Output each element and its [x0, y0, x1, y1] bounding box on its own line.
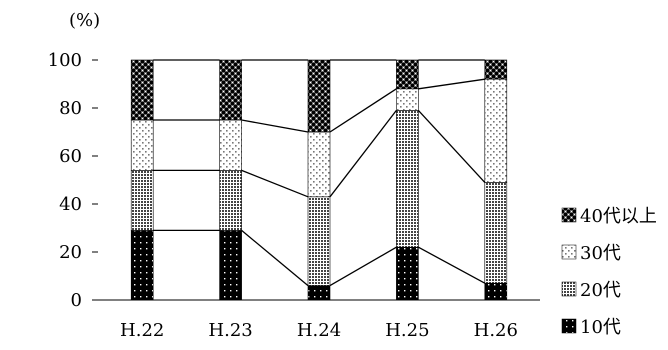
bar-segment-40代以上 [219, 59, 242, 121]
bar-segment-40代以上 [307, 59, 331, 133]
bar-stack-H.25 [396, 59, 419, 301]
bar-segment-10代 [130, 230, 154, 301]
connector-line [241, 119, 309, 133]
y-tick-label: 0 [71, 290, 82, 311]
legend-label: 40代以上 [580, 206, 657, 227]
legend-swatch [561, 281, 577, 297]
connector-line [329, 246, 397, 287]
legend-swatch [561, 207, 577, 223]
y-tick-label: 100 [48, 50, 82, 71]
bar-segment-10代 [219, 230, 242, 301]
y-unit-label: (%) [69, 10, 100, 31]
y-tick-label: 80 [59, 98, 82, 119]
bar-segment-20代 [130, 170, 154, 231]
bar-segment-20代 [307, 196, 331, 286]
x-tick-label: H.23 [208, 320, 252, 341]
bar-segment-20代 [219, 170, 242, 231]
bar-stack-H.24 [307, 59, 331, 301]
x-axis-tick-labels: H.22 H.23 H.24 H.25 H.26 [120, 320, 518, 341]
bar-segment-30代 [484, 78, 508, 183]
bar-segment-30代 [130, 119, 154, 171]
legend-swatch [561, 244, 577, 260]
bar-segment-30代 [396, 88, 419, 111]
series-connector-lines [153, 59, 486, 287]
connector-line [241, 169, 309, 198]
legend-label: 20代 [580, 280, 621, 301]
bar-stack-H.23 [219, 59, 242, 301]
x-tick-label: H.24 [297, 320, 341, 341]
bar-segment-20代 [396, 110, 419, 248]
bar-segment-20代 [484, 182, 508, 284]
connector-line [417, 109, 486, 183]
bar-segment-10代 [484, 282, 508, 301]
x-tick-label: H.22 [120, 320, 164, 341]
connector-line [241, 229, 309, 287]
legend-label: 30代 [580, 243, 621, 264]
bar-segment-10代 [396, 246, 419, 301]
bar-segment-30代 [219, 119, 242, 171]
legend-swatch [561, 318, 577, 334]
bar-segment-40代以上 [396, 59, 419, 90]
bar-stack-H.26 [484, 59, 508, 301]
x-tick-label: H.26 [474, 320, 518, 341]
connector-line [418, 78, 485, 90]
connector-line [418, 246, 486, 284]
x-tick-label: H.25 [385, 320, 429, 341]
bar-segment-30代 [307, 131, 331, 198]
legend: 40代以上 30代 20代 10代 [561, 206, 657, 338]
bars-layer [130, 59, 508, 301]
bar-stack-H.22 [130, 59, 154, 301]
connector-line [329, 88, 397, 133]
y-tick-label: 60 [59, 146, 82, 167]
connector-line [329, 110, 397, 198]
y-axis-ticks: 100 80 60 40 20 0 [48, 50, 98, 311]
y-tick-label: 20 [59, 242, 82, 263]
bar-segment-10代 [307, 285, 331, 301]
y-tick-label: 40 [59, 194, 82, 215]
bar-segment-40代以上 [484, 59, 508, 80]
bar-segment-40代以上 [130, 59, 154, 121]
legend-label: 10代 [580, 317, 621, 338]
